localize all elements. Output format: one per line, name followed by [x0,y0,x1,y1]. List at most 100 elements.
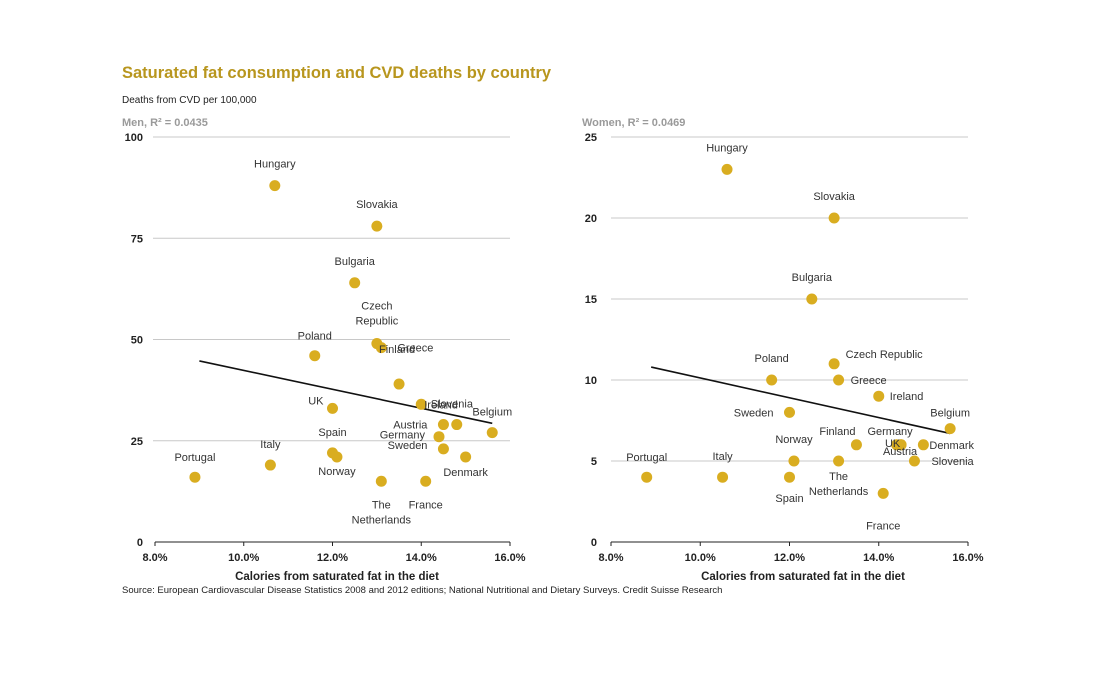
women-point-greece [833,374,845,386]
men-y-tick-label: 100 [125,132,143,144]
women-y-tick-label: 10 [585,375,597,387]
men-point-portugal [189,471,201,483]
source-note: Source: European Cardiovascular Disease … [122,585,723,596]
women-y-tick-label: 5 [591,456,597,468]
women-point-label-poland: Poland [755,353,789,365]
men-point-label-belgium: Belgium [472,407,512,419]
men-point-ireland [415,398,427,410]
women-point-label-germany: Germany [867,426,913,438]
women-point-austria [895,439,907,451]
women-point-label-spain: Spain [775,493,803,505]
men-point-label-spain: Spain [318,427,346,439]
women-point-bulgaria [806,293,818,305]
men-point-label-sweden: Sweden [388,440,428,452]
women-point-italy [717,471,729,483]
women-point-label-hungary: Hungary [706,142,748,154]
men-point-sweden [437,443,449,455]
women-point-portugal [641,471,653,483]
women-x-tick-label: 8.0% [598,552,623,564]
men-point-belgium [486,427,498,439]
women-point-slovenia [908,455,920,467]
men-trendline [199,360,493,425]
women-point-label-italy: Italy [712,451,733,463]
men-panel-title: Men, R² = 0.0435 [122,117,208,129]
women-x-tick-label: 16.0% [952,552,983,564]
men-x-tick-label: 10.0% [228,552,259,564]
men-point-label-the-netherlands: The Netherlands [352,499,412,526]
women-point-ireland [873,390,885,402]
men-point-label-czech-republic: Czech Republic [355,301,398,328]
men-point-label-greece: Greece [397,343,433,355]
men-x-axis-label: Calories from saturated fat in the diet [235,571,439,583]
men-point-slovenia [451,419,463,431]
men-point-label-germany: Germany [380,430,426,442]
men-point-label-hungary: Hungary [254,159,296,171]
men-point-the-netherlands [375,475,387,487]
men-x-tick-label: 12.0% [317,552,348,564]
men-point-label-ireland: Ireland [424,399,458,411]
women-point-label-uk: UK [885,438,901,450]
men-x-tick-label: 16.0% [494,552,525,564]
page-title: Saturated fat consumption and CVD deaths… [122,64,552,82]
men-point-label-portugal: Portugal [174,452,215,464]
women-point-label-sweden: Sweden [734,407,774,419]
women-point-label-denmark: Denmark [929,440,974,452]
men-point-austria [437,419,449,431]
women-point-finland [850,439,862,451]
men-point-italy [264,459,276,471]
men-point-finland [393,378,405,390]
women-point-belgium [944,423,956,435]
women-y-tick-label: 15 [585,294,597,306]
women-point-the-netherlands [833,455,845,467]
women-point-slovakia [828,212,840,224]
men-y-tick-label: 50 [131,335,143,347]
women-point-label-portugal: Portugal [626,452,667,464]
women-point-label-greece: Greece [851,375,887,387]
women-point-sweden [784,406,795,418]
men-point-label-finland: Finland [379,344,415,356]
women-x-axis-label: Calories from saturated fat in the diet [701,571,905,583]
men-y-tick-label: 25 [131,436,143,448]
women-point-label-czech-republic: Czech Republic [846,349,924,361]
women-point-czech-republic [828,358,840,370]
women-point-spain [784,471,795,483]
women-point-france [877,487,889,499]
women-point-label-france: France [866,520,900,532]
women-point-label-ireland: Ireland [890,391,924,403]
men-point-label-uk: UK [308,395,324,407]
women-y-tick-label: 25 [585,132,597,144]
y-axis-caption: Deaths from CVD per 100,000 [122,95,257,106]
women-point-label-austria: Austria [883,446,918,458]
women-x-tick-label: 12.0% [774,552,805,564]
men-point-label-denmark: Denmark [443,467,488,479]
men-point-slovakia [371,220,383,232]
women-point-label-the-netherlands: The Netherlands [809,471,869,498]
men-point-denmark [460,451,472,463]
men-point-bulgaria [349,277,361,289]
men-y-tick-label: 0 [137,537,143,549]
women-point-poland [766,374,778,386]
women-point-hungary [721,163,733,175]
men-point-label-italy: Italy [260,439,281,451]
men-x-tick-label: 8.0% [142,552,167,564]
men-point-uk [327,402,338,414]
men-y-tick-label: 75 [131,233,143,245]
women-point-label-slovakia: Slovakia [813,191,855,203]
men-point-label-bulgaria: Bulgaria [335,256,376,268]
women-point-label-slovenia: Slovenia [931,456,974,468]
women-point-label-finland: Finland [819,426,855,438]
women-point-label-belgium: Belgium [930,408,970,420]
women-point-label-bulgaria: Bulgaria [792,272,833,284]
women-point-norway [788,455,800,467]
men-point-greece [375,342,387,354]
men-point-label-slovenia: Slovenia [431,399,474,411]
men-point-label-slovakia: Slovakia [356,199,398,211]
men-point-germany [433,431,445,443]
women-trendline [650,366,951,435]
men-point-label-poland: Poland [298,331,332,343]
women-x-tick-label: 14.0% [863,552,894,564]
men-point-label-norway: Norway [318,466,356,478]
women-y-tick-label: 20 [585,213,597,225]
men-point-france [420,475,432,487]
